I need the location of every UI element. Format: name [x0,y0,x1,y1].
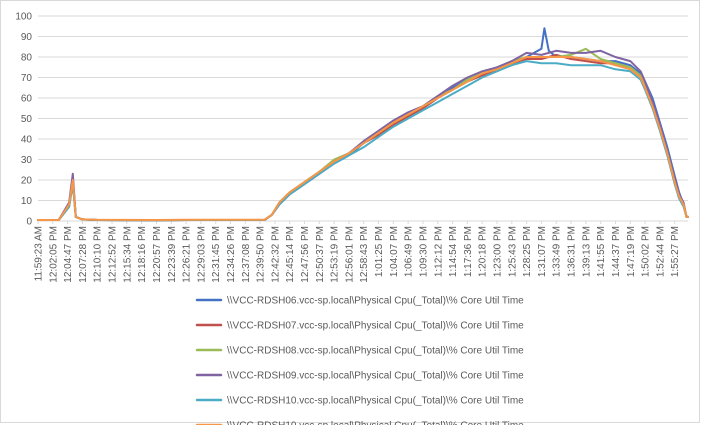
y-tick-label: 100 [15,12,32,23]
y-tick-label: 40 [21,135,33,146]
y-tick-label: 60 [21,94,33,105]
x-tick-label: 1:17:36 PM [463,226,474,277]
x-tick-label: 1:04:07 PM [389,226,400,277]
series-line-3 [37,47,689,222]
x-tick-label: 12:42:32 PM [270,226,281,283]
x-tick-label: 1:14:54 PM [448,226,459,277]
x-tick-label: 1:33:49 PM [552,226,563,277]
y-tick-label: 80 [21,53,33,64]
y-tick-label: 10 [21,196,33,207]
legend-label: \\VCC-RDSH10.vcc-sp.local\Physical Cpu(_… [227,396,524,407]
x-tick-label: 12:02:05 PM [48,226,59,283]
y-tick-label: 90 [21,32,33,43]
x-tick-label: 12:37:08 PM [241,226,252,283]
x-tick-label: 12:23:39 PM [167,226,178,283]
y-tick-label: 70 [21,73,33,84]
x-axis-tick-labels: 11:59:23 AM 12:02:05 PM 12:04:47 PM 12:07:2… [34,221,681,283]
x-tick-label: 1:52:44 PM [655,226,666,277]
x-tick-label: 1:36:31 PM [567,226,578,277]
series-line-2 [37,53,689,222]
legend-label: \\VCC-RDSH09.vcc-sp.local\Physical Cpu(_… [227,371,524,382]
x-tick-label: 12:29:03 PM [196,226,207,283]
x-tick-label: 1:09:30 PM [418,226,429,277]
x-tick-label: 12:58:43 PM [359,226,370,283]
x-tick-label: 12:12:52 PM [108,226,119,283]
x-tick-label: 1:41:55 PM [596,226,607,277]
legend: \\VCC-RDSH06.vcc-sp.local\Physical Cpu(_… [195,296,524,425]
legend-label: \\VCC-RDSH06.vcc-sp.local\Physical Cpu(_… [227,296,524,307]
x-tick-label: 12:18:16 PM [137,226,148,283]
legend-label: \\VCC-RDSH10.vcc-sp.local\Physical Cpu(_… [227,421,524,425]
y-tick-label: 20 [21,176,33,187]
x-tick-label: 12:45:14 PM [285,226,296,283]
x-tick-label: 12:15:34 PM [122,226,133,283]
series-lines [37,27,689,222]
x-tick-label: 12:04:47 PM [63,226,74,283]
x-tick-label: 1:23:00 PM [492,226,503,277]
x-tick-label: 1:55:27 PM [670,226,681,277]
legend-label: \\VCC-RDSH08.vcc-sp.local\Physical Cpu(_… [227,346,524,357]
series-line-4 [37,49,689,222]
x-tick-label: 12:56:01 PM [344,226,355,283]
gridlines [38,15,688,222]
x-tick-label: 1:12:12 PM [433,226,444,277]
x-tick-label: 12:20:57 PM [152,226,163,283]
y-tick-label: 30 [21,155,33,166]
x-tick-label: 11:59:23 AM [34,226,45,281]
x-tick-label: 1:01:25 PM [374,226,385,277]
x-tick-label: 12:34:26 PM [226,226,237,283]
x-tick-label: 12:31:45 PM [211,226,222,283]
y-axis-tick-labels: 0 10 20 30 40 50 60 70 80 90 100 [15,12,32,228]
y-tick-label: 0 [26,217,32,228]
x-tick-label: 1:25:43 PM [507,226,518,277]
x-tick-label: 12:10:10 PM [93,226,104,283]
x-tick-label: 12:26:21 PM [182,226,193,283]
x-tick-label: 12:39:50 PM [256,226,267,283]
x-tick-label: 1:20:18 PM [478,226,489,277]
x-tick-label: 1:39:13 PM [581,226,592,277]
x-tick-label: 12:50:37 PM [315,226,326,283]
series-line-6 [37,56,689,221]
x-tick-label: 1:31:07 PM [537,226,548,277]
x-tick-label: 1:47:19 PM [626,226,637,277]
x-tick-label: 1:28:25 PM [522,226,533,277]
legend-label: \\VCC-RDSH07.vcc-sp.local\Physical Cpu(_… [227,321,524,332]
x-tick-label: 12:47:56 PM [300,226,311,283]
y-tick-label: 50 [21,114,33,125]
x-tick-label: 1:06:49 PM [404,226,415,277]
x-tick-label: 12:07:28 PM [78,226,89,283]
x-tick-label: 1:50:02 PM [641,226,652,277]
x-tick-label: 12:53:19 PM [330,226,341,283]
x-tick-label: 1:44:37 PM [611,226,622,277]
